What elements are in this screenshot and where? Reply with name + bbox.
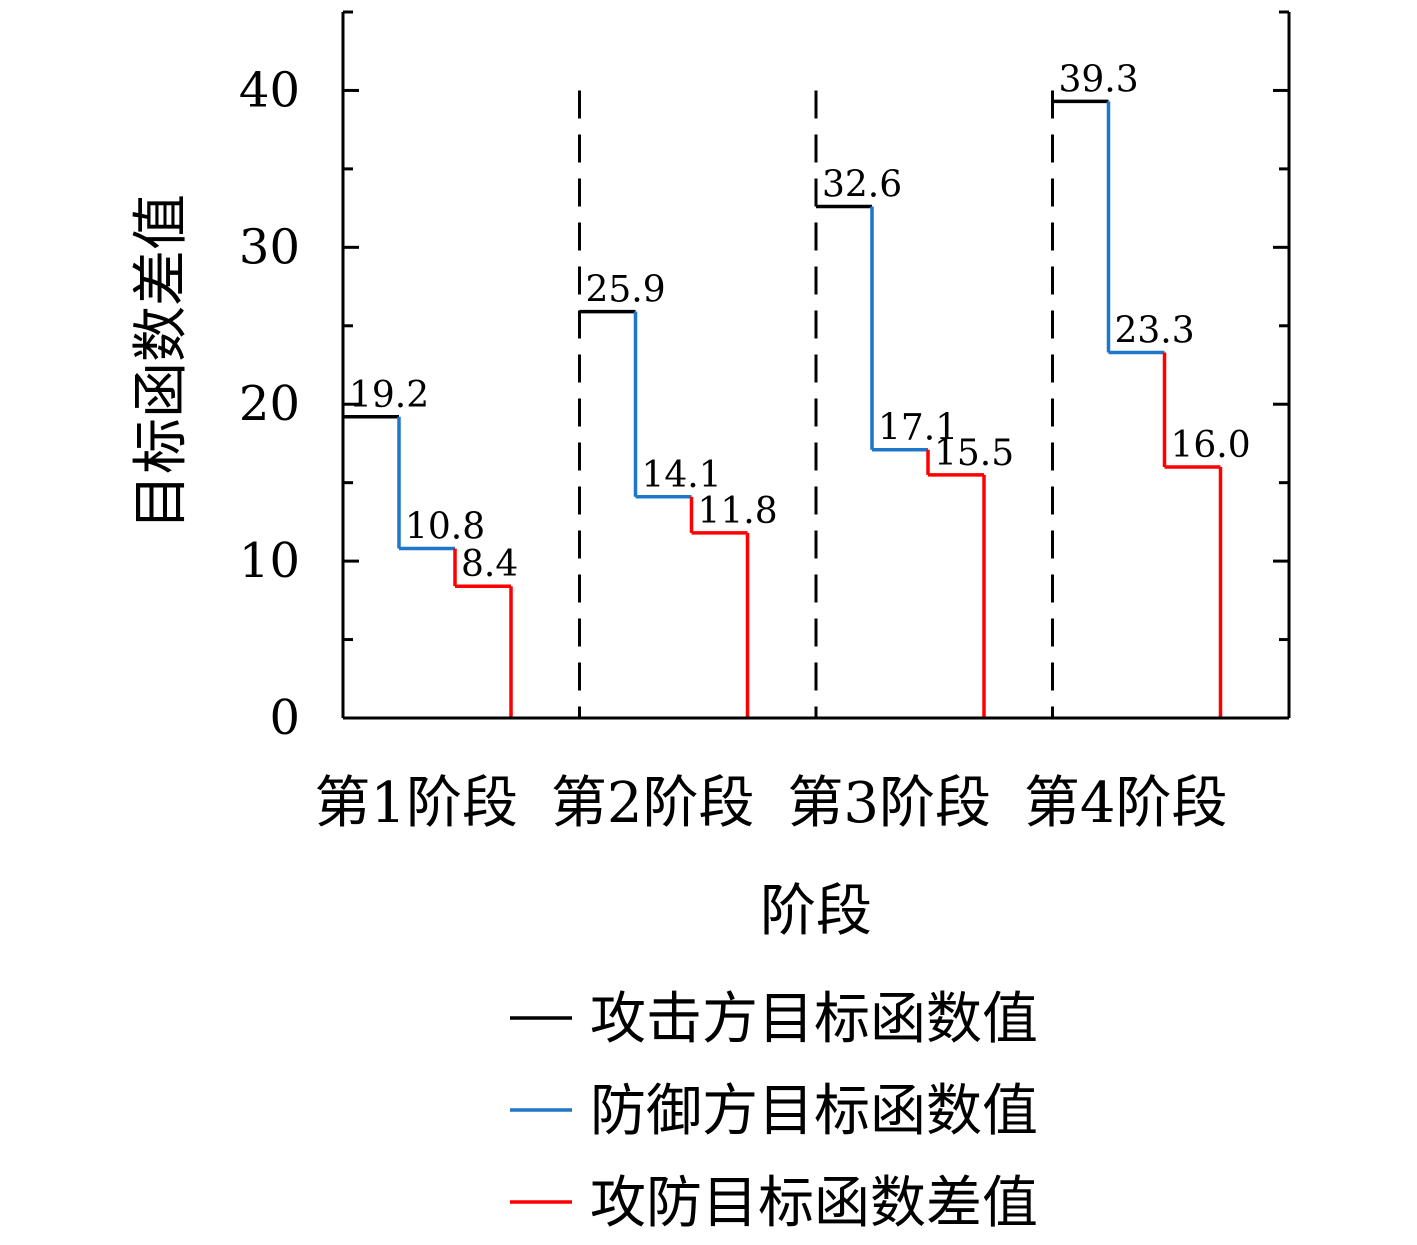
y-tick-label: 10: [239, 533, 300, 589]
data-label: 25.9: [586, 270, 666, 311]
data-label: 8.4: [461, 544, 518, 585]
legend-label: 防御方目标函数值: [590, 1079, 1038, 1144]
data-labels: 19.2 10.88.4 25.9 14.111.8 32.6 17.115.5 39.3 2…: [349, 59, 1251, 585]
data-label: 32.6: [822, 165, 902, 206]
y-tick-label: 40: [239, 62, 300, 118]
legend-label: 攻防目标函数差值: [590, 1171, 1038, 1236]
data-label: 39.3: [1059, 59, 1139, 100]
data-label: 23.3: [1115, 310, 1195, 351]
x-category-label: 第4阶段: [1024, 771, 1228, 836]
data-label: 15.5: [934, 433, 1014, 474]
y-tick-label: 20: [239, 376, 300, 432]
y-axis-title: 目标函数差值: [129, 194, 194, 530]
axes-frame: [341, 10, 1291, 720]
y-tick-label: 0: [269, 690, 300, 746]
x-category-label: 第3阶段: [787, 771, 991, 836]
data-label: 10.8: [405, 507, 485, 548]
step-series: [343, 99, 1223, 718]
data-label: 14.1: [642, 455, 722, 496]
data-label: 11.8: [698, 491, 778, 532]
stage-separators: [578, 90, 1291, 718]
x-category-label: 第2阶段: [551, 771, 755, 836]
x-category-label: 第1阶段: [314, 771, 518, 836]
legend-label: 攻击方目标函数值: [590, 987, 1038, 1052]
y-axis-ticks: 0 10 20 30 40: [239, 62, 1289, 746]
data-label: 17.1: [878, 408, 958, 449]
data-label: 16.0: [1171, 425, 1251, 466]
data-label: 19.2: [349, 375, 429, 416]
x-axis-category-labels: 第1阶段 第2阶段 第3阶段 第4阶段: [314, 771, 1227, 836]
x-axis-title: 阶段: [760, 879, 872, 944]
y-tick-label: 30: [239, 219, 300, 275]
